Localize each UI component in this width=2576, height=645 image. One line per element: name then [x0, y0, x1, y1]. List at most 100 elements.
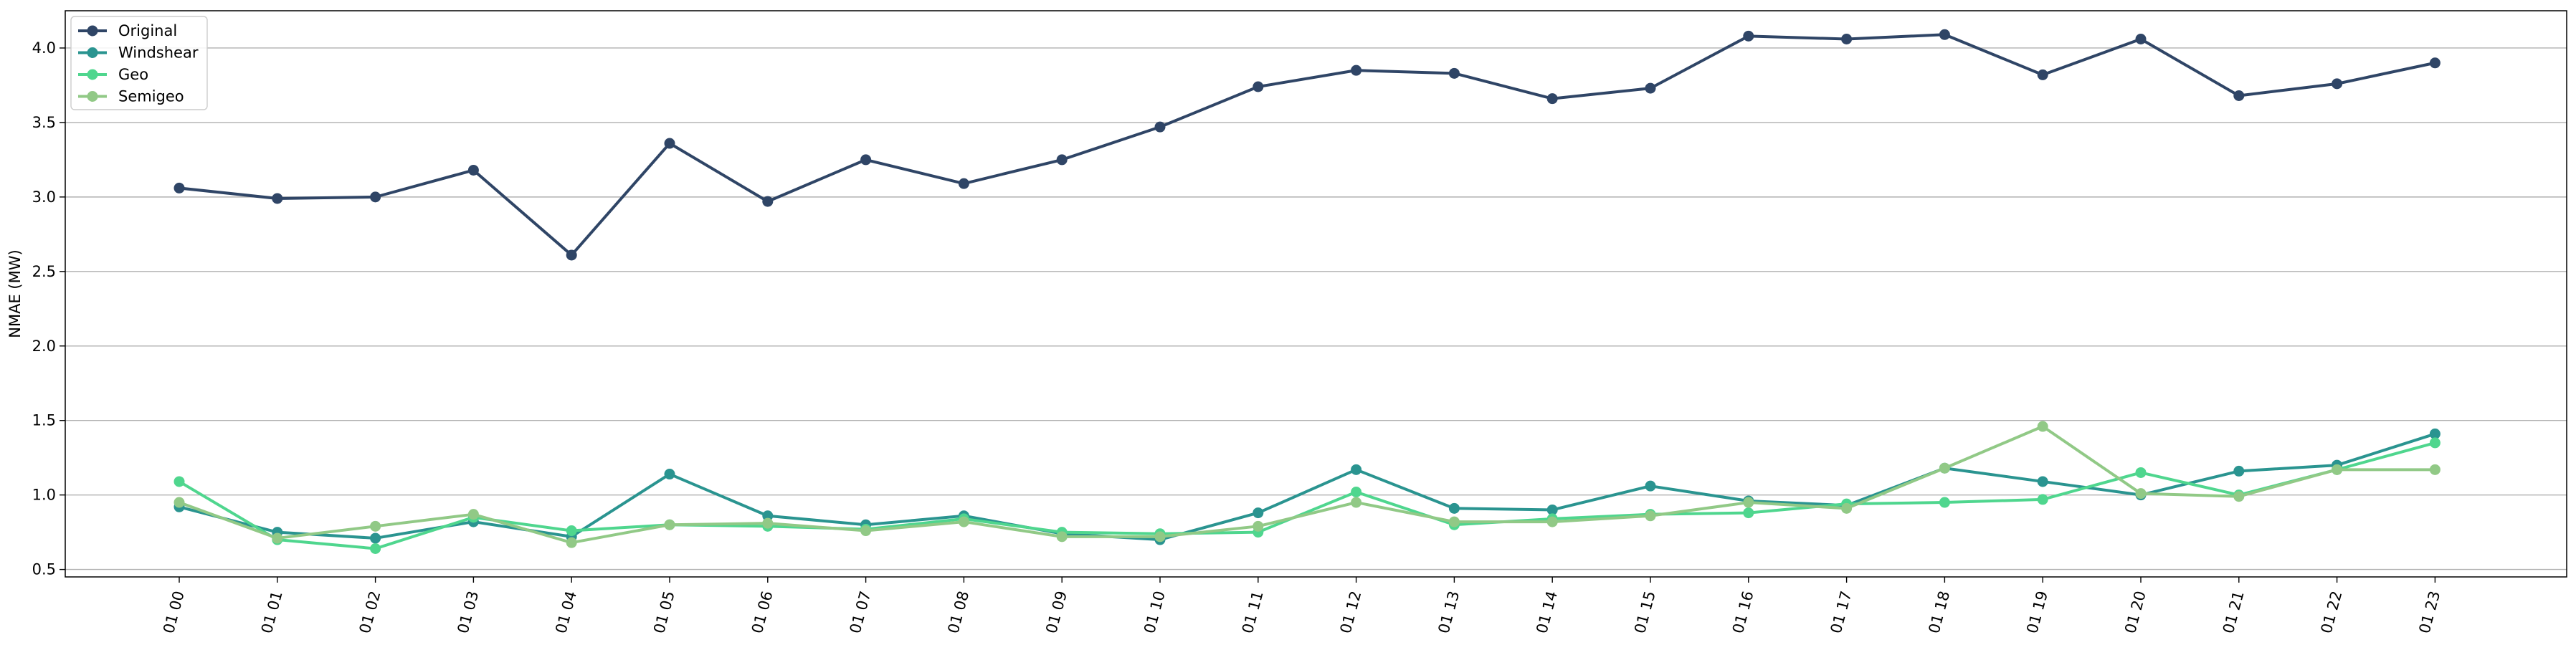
x-tick-label: 01 12 [1337, 589, 1365, 635]
legend-swatch-marker [87, 25, 98, 37]
x-axis-ticks: 01 00 01 01 01 02 01 03 01 04 01 05 01 06 01 07… [160, 577, 2443, 635]
data-point [1841, 502, 1853, 514]
y-tick-label: 3.5 [32, 114, 56, 131]
data-point [860, 525, 872, 537]
data-point [2135, 34, 2147, 44]
data-point [2429, 428, 2440, 439]
y-axis-ticks: 0.5 1.0 1.5 2.0 2.5 3.0 3.5 4.0 [32, 39, 65, 578]
data-point [1841, 34, 1853, 44]
data-point [2037, 69, 2048, 80]
data-point [1351, 497, 1362, 508]
data-point [762, 196, 774, 207]
legend-box [70, 16, 208, 110]
data-point [1351, 487, 1362, 497]
gridlines [65, 47, 2567, 570]
data-point [2233, 465, 2245, 477]
legend: Original Windshear Geo Semigeo [70, 16, 208, 110]
data-point [1056, 154, 1068, 166]
legend-swatch-marker [87, 91, 98, 102]
data-point [272, 193, 283, 204]
x-tick-label: 01 20 [2121, 589, 2149, 635]
data-point [370, 191, 381, 203]
data-point [1645, 480, 1656, 492]
x-tick-label: 01 22 [2318, 589, 2346, 635]
data-point [2233, 90, 2245, 101]
data-point [1743, 507, 1754, 519]
series-line [179, 432, 2436, 542]
data-point [174, 476, 185, 487]
data-point [2429, 57, 2440, 69]
legend-label: Geo [118, 66, 148, 83]
x-tick-label: 01 16 [1729, 589, 1757, 635]
data-point [467, 509, 479, 520]
data-point [174, 182, 185, 194]
series-semigeo [174, 421, 2440, 548]
x-tick-label: 01 03 [454, 589, 482, 635]
data-point [2233, 491, 2245, 502]
data-point [2429, 437, 2440, 449]
legend-item: Geo [78, 66, 148, 83]
x-tick-label: 01 02 [356, 589, 384, 635]
series-original [174, 29, 2440, 261]
x-tick-label: 01 10 [1141, 589, 1169, 635]
data-point [762, 517, 774, 529]
data-point [958, 178, 969, 189]
data-point [1448, 516, 1460, 527]
plot-frame [65, 10, 2567, 578]
data-point [958, 516, 969, 527]
y-tick-label: 2.0 [32, 338, 56, 355]
data-point [1351, 64, 1362, 76]
data-point [1743, 30, 1754, 42]
data-point [664, 138, 675, 149]
data-point [1448, 502, 1460, 514]
data-point [1154, 531, 1166, 543]
y-tick-label: 3.0 [32, 188, 56, 206]
data-point [2037, 494, 2048, 505]
legend-swatch-marker [87, 47, 98, 58]
series-line [179, 425, 2435, 545]
data-point [566, 537, 577, 548]
y-tick-label: 2.5 [32, 263, 56, 280]
x-tick-label: 01 21 [2220, 589, 2248, 635]
data-point [2332, 464, 2343, 475]
legend-item: Original [78, 22, 177, 39]
data-point [370, 543, 381, 554]
data-point [2135, 488, 2147, 500]
data-point [664, 469, 675, 480]
y-tick-label: 4.0 [32, 39, 56, 57]
legend-label: Semigeo [118, 88, 184, 105]
data-point [467, 164, 479, 176]
x-tick-label: 01 11 [1239, 589, 1267, 635]
data-point [1056, 531, 1068, 543]
data-point [272, 532, 283, 544]
legend-swatch-marker [87, 69, 98, 80]
legend-label: Windshear [118, 44, 199, 62]
x-tick-label: 01 15 [1631, 589, 1659, 635]
x-tick-label: 01 18 [1925, 589, 1953, 635]
data-point [2037, 476, 2048, 487]
data-point [2037, 421, 2048, 432]
data-point [566, 525, 577, 537]
data-point [1546, 93, 1558, 105]
data-point [1253, 81, 1264, 92]
data-point [2135, 467, 2147, 478]
data-point [1253, 520, 1264, 532]
x-tick-label: 01 06 [748, 589, 776, 635]
data-point [1154, 121, 1166, 133]
x-tick-label: 01 04 [552, 589, 580, 635]
data-point [1939, 462, 1950, 474]
data-point [2429, 464, 2440, 475]
x-tick-label: 01 05 [650, 589, 678, 635]
series-windshear [174, 428, 2440, 545]
data-point [1743, 497, 1754, 508]
legend-item: Semigeo [78, 88, 184, 105]
x-tick-label: 01 13 [1435, 589, 1463, 635]
x-tick-label: 01 07 [847, 589, 875, 635]
series-line [179, 33, 2435, 257]
x-tick-label: 01 01 [258, 589, 286, 635]
data-point [1645, 82, 1656, 94]
series-line [178, 441, 2435, 550]
x-tick-label: 01 00 [160, 589, 188, 635]
data-point [1351, 464, 1362, 475]
